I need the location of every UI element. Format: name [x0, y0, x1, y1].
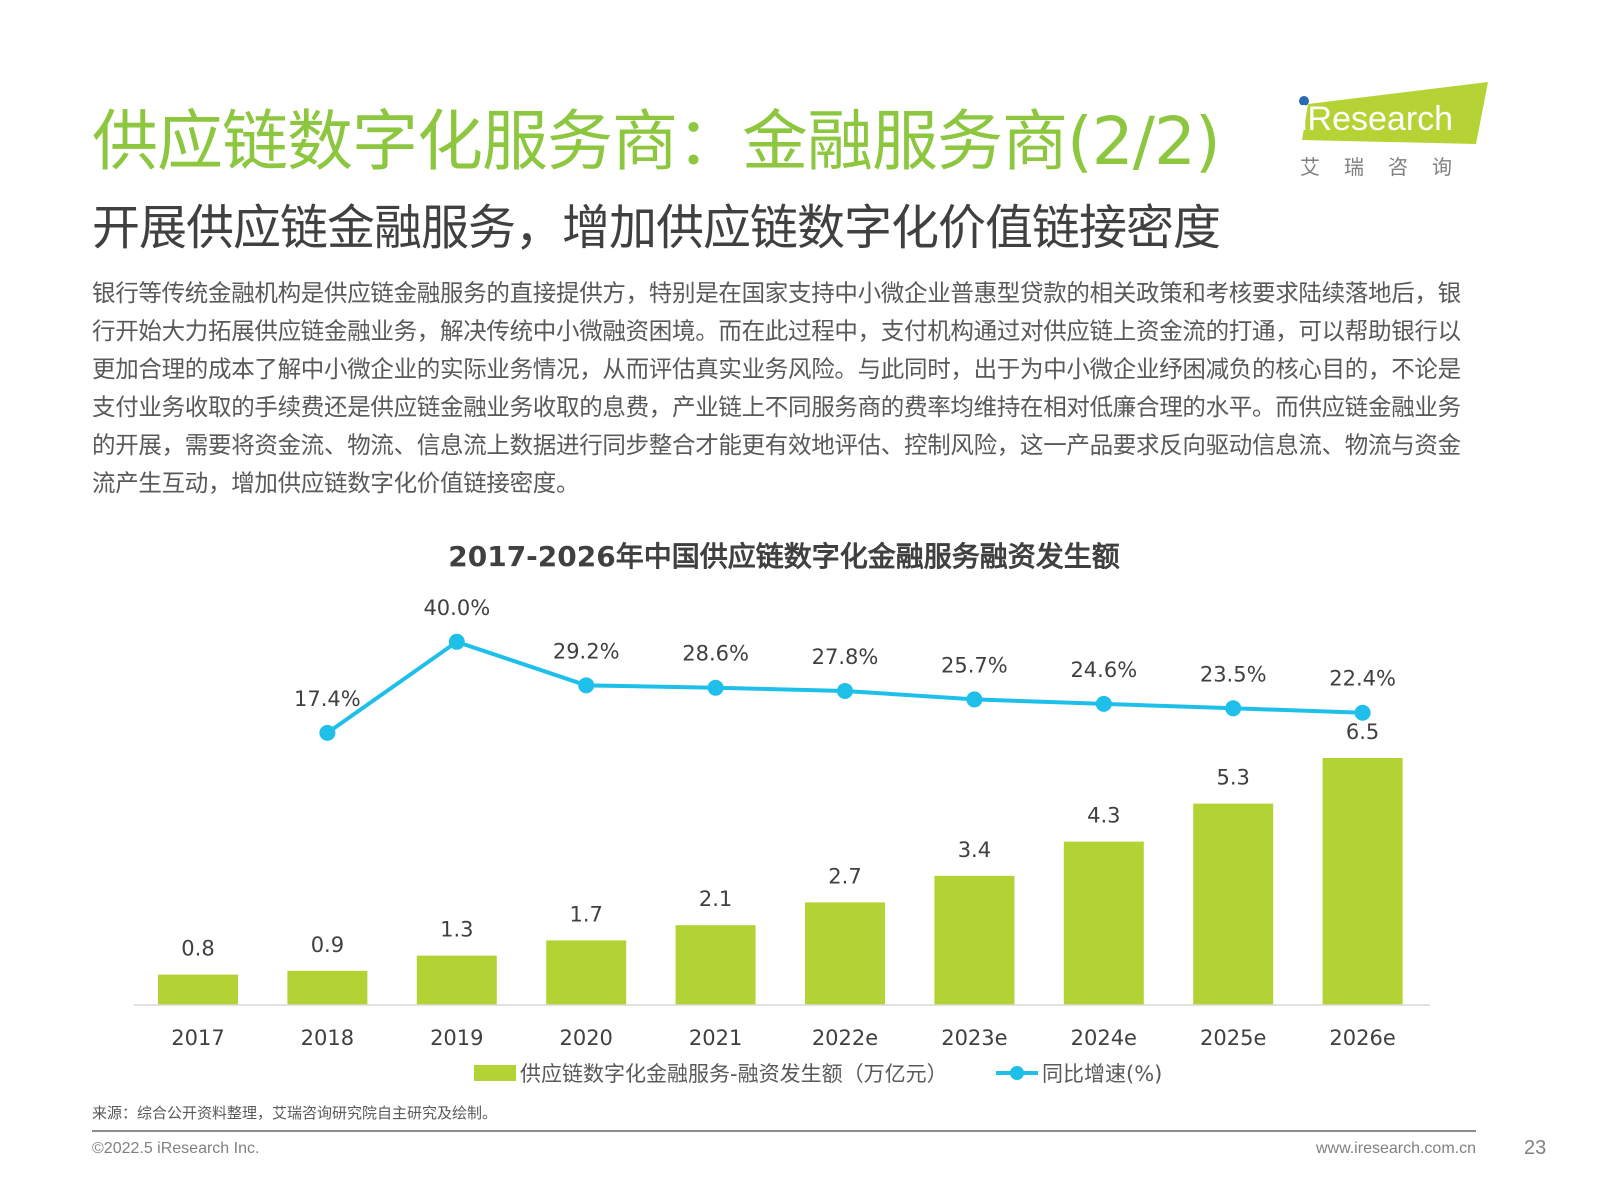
growth-label-2022e: 27.8% — [812, 645, 879, 669]
page-title: 供应链数字化服务商：金融服务商(2/2) — [92, 103, 1221, 180]
website-link[interactable]: www.iresearch.com.cn — [1315, 1140, 1476, 1157]
copyright: ©2022.5 iResearch Inc. — [92, 1140, 260, 1157]
growth-point-2021 — [707, 679, 724, 696]
chart-title: 2017-2026年中国供应链数字化金融服务融资发生额 — [448, 540, 1119, 573]
growth-label-2026e: 22.4% — [1329, 667, 1396, 691]
growth-point-2020 — [578, 677, 595, 694]
growth-point-2026e — [1354, 704, 1371, 721]
bar-label-2024e: 4.3 — [1087, 804, 1120, 828]
x-tick-2018: 2018 — [301, 1026, 354, 1050]
financing-chart: 2017-2026年中国供应链数字化金融服务融资发生额 0.8 0.9 1.3 1.7… — [134, 540, 1430, 1086]
svg-text:iResearch: iResearch — [1300, 100, 1453, 138]
bar-2025e — [1193, 803, 1274, 1005]
bar-2023e — [934, 875, 1015, 1005]
bar-label-2021: 2.1 — [699, 887, 732, 911]
bar-label-2022e: 2.7 — [828, 864, 861, 888]
x-tick-2017: 2017 — [171, 1026, 224, 1050]
bar-label-2025e: 5.3 — [1216, 766, 1249, 790]
x-tick-2026e: 2026e — [1329, 1026, 1395, 1050]
growth-point-2025e — [1225, 700, 1242, 717]
x-tick-2022e: 2022e — [812, 1026, 878, 1050]
growth-label-2025e: 23.5% — [1200, 662, 1267, 686]
bar-label-2023e: 3.4 — [958, 838, 991, 862]
x-tick-2023e: 2023e — [941, 1026, 1007, 1050]
growth-label-2020: 29.2% — [553, 639, 620, 663]
x-tick-2024e: 2024e — [1071, 1026, 1137, 1050]
bar-2020 — [546, 940, 627, 1005]
growth-point-2019 — [448, 633, 465, 650]
bar-label-2018: 0.9 — [311, 933, 344, 957]
x-tick-2025e: 2025e — [1200, 1026, 1266, 1050]
bar-2021 — [675, 925, 756, 1005]
bar-label-2026e: 6.5 — [1346, 720, 1379, 744]
growth-label-2023e: 25.7% — [941, 653, 1008, 677]
iresearch-logo: iResearch 艾瑞咨询 — [1296, 82, 1496, 182]
footer-divider — [92, 1130, 1476, 1132]
page-number: 23 — [1524, 1137, 1547, 1159]
x-tick-2021: 2021 — [689, 1026, 742, 1050]
body-paragraph: 银行等传统金融机构是供应链金融服务的直接提供方，特别是在国家支持中小微企业普惠型… — [92, 279, 1461, 497]
growth-label-2024e: 24.6% — [1070, 658, 1137, 682]
bar-2024e — [1063, 841, 1144, 1005]
legend-label-bar: 供应链数字化金融服务-融资发生额（万亿元） — [520, 1062, 948, 1086]
bar-2018 — [287, 970, 368, 1005]
legend: 供应链数字化金融服务-融资发生额（万亿元） 同比增速(%) — [474, 1062, 1162, 1086]
bar-label-2019: 1.3 — [440, 918, 473, 942]
growth-point-2023e — [966, 691, 983, 708]
legend-swatch-bar — [474, 1065, 516, 1081]
growth-point-2024e — [1095, 695, 1112, 712]
growth-point-2018 — [319, 724, 336, 741]
legend-label-line: 同比增速(%) — [1042, 1062, 1162, 1086]
growth-label-2021: 28.6% — [682, 642, 749, 666]
growth-label-2018: 17.4% — [294, 687, 361, 711]
svg-text:艾瑞咨询: 艾瑞咨询 — [1300, 155, 1476, 179]
bar-label-2017: 0.8 — [181, 937, 214, 961]
growth-label-2019: 40.0% — [423, 596, 490, 620]
bar-2019 — [416, 955, 497, 1005]
bar-2026e — [1322, 758, 1403, 1005]
bar-2022e — [805, 902, 885, 1005]
source-note: 来源：综合公开资料整理，艾瑞咨询研究院自主研究及绘制。 — [92, 1104, 498, 1122]
growth-point-2022e — [837, 682, 853, 699]
bar-label-2020: 1.7 — [569, 902, 602, 926]
page-subtitle: 开展供应链金融服务，增加供应链数字化价值链接密度 — [92, 200, 1221, 256]
x-tick-2020: 2020 — [559, 1026, 612, 1050]
bar-2017 — [158, 974, 238, 1005]
x-tick-2019: 2019 — [430, 1026, 483, 1050]
